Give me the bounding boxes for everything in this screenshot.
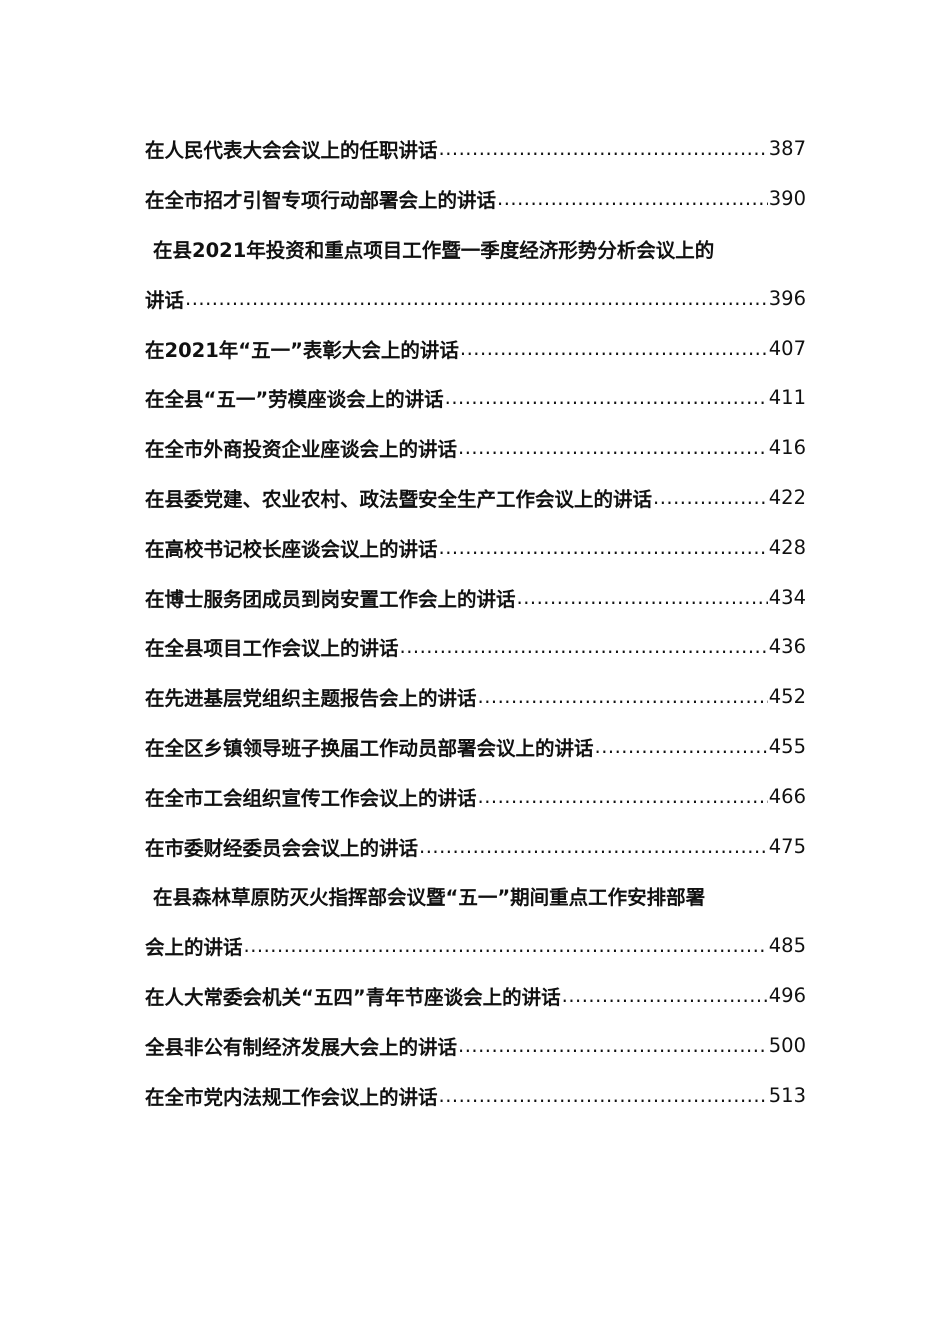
toc-page-number: 387 <box>768 137 806 161</box>
toc-line: 讲话 396 <box>145 273 806 323</box>
toc-entry[interactable]: 在全县“五一”劳模座谈会上的讲话 411 <box>145 373 806 423</box>
toc-title: 全县非公有制经济发展大会上的讲话 <box>145 1035 458 1059</box>
toc-title: 在全市党内法规工作会议上的讲话 <box>145 1085 438 1109</box>
toc-line: 在县2021年投资和重点项目工作暨一季度经济形势分析会议上的 <box>145 224 806 274</box>
toc-page-number: 513 <box>768 1083 806 1107</box>
toc-page-number: 390 <box>768 187 806 211</box>
toc-entry[interactable]: 在县委党建、农业农村、政法暨安全生产工作会议上的讲话 422 <box>145 473 806 523</box>
toc-entry[interactable]: 在人民代表大会会议上的任职讲话 387 <box>145 124 806 174</box>
toc-title: 在高校书记校长座谈会议上的讲话 <box>145 537 438 561</box>
toc-title: 讲话 <box>145 288 185 312</box>
dot-leader <box>244 934 768 957</box>
toc-page-number: 436 <box>768 635 806 659</box>
toc-entry[interactable]: 在全区乡镇领导班子换届工作动员部署会议上的讲话 455 <box>145 722 806 772</box>
toc-title: 在全县项目工作会议上的讲话 <box>145 637 399 661</box>
toc-line: 在高校书记校长座谈会议上的讲话 428 <box>145 522 806 572</box>
toc-page-number: 455 <box>768 734 806 758</box>
toc-title: 在2021年“五一”表彰大会上的讲话 <box>145 338 459 362</box>
toc-entry[interactable]: 全县非公有制经济发展大会上的讲话 500 <box>145 1020 806 1070</box>
toc-title: 会上的讲话 <box>145 936 243 960</box>
toc-entry[interactable]: 在全市党内法规工作会议上的讲话 513 <box>145 1070 806 1120</box>
toc-page-number: 411 <box>768 386 806 410</box>
toc-line: 在全市招才引智专项行动部署会上的讲话 390 <box>145 174 806 224</box>
toc-title: 在全市招才引智专项行动部署会上的讲话 <box>145 189 497 213</box>
toc-page-number: 428 <box>768 535 806 559</box>
toc-title: 在人民代表大会会议上的任职讲话 <box>145 139 438 163</box>
toc-page-number: 485 <box>768 934 806 958</box>
dot-leader <box>445 386 768 409</box>
toc-line: 在人大常委会机关“五四”青年节座谈会上的讲话 496 <box>145 971 806 1021</box>
toc-entry[interactable]: 在全县项目工作会议上的讲话 436 <box>145 622 806 672</box>
toc-entry[interactable]: 在市委财经委员会会议上的讲话 475 <box>145 821 806 871</box>
toc-entry[interactable]: 在2021年“五一”表彰大会上的讲话 407 <box>145 323 806 373</box>
toc-page-number: 466 <box>768 784 806 808</box>
toc-line: 在县委党建、农业农村、政法暨安全生产工作会议上的讲话 422 <box>145 473 806 523</box>
toc-line: 在全市工会组织宣传工作会议上的讲话 466 <box>145 771 806 821</box>
dot-leader <box>562 984 768 1007</box>
table-of-contents: 在人民代表大会会议上的任职讲话387在全市招才引智专项行动部署会上的讲话390在… <box>145 124 806 1120</box>
toc-title: 在县2021年投资和重点项目工作暨一季度经济形势分析会议上的 <box>153 238 715 262</box>
toc-title: 在市委财经委员会会议上的讲话 <box>145 836 419 860</box>
toc-page-number: 496 <box>768 983 806 1007</box>
toc-title: 在全市外商投资企业座谈会上的讲话 <box>145 438 458 462</box>
toc-title: 在先进基层党组织主题报告会上的讲话 <box>145 687 477 711</box>
toc-line: 在全市党内法规工作会议上的讲话 513 <box>145 1070 806 1120</box>
dot-leader <box>460 337 768 360</box>
dot-leader <box>653 486 768 509</box>
dot-leader <box>439 1084 768 1107</box>
toc-entry[interactable]: 在全市招才引智专项行动部署会上的讲话 390 <box>145 174 806 224</box>
toc-line: 在先进基层党组织主题报告会上的讲话 452 <box>145 672 806 722</box>
toc-title: 在全区乡镇领导班子换届工作动员部署会议上的讲话 <box>145 736 594 760</box>
toc-line: 会上的讲话 485 <box>145 921 806 971</box>
toc-line: 在博士服务团成员到岗安置工作会上的讲话 434 <box>145 572 806 622</box>
toc-entry[interactable]: 在人大常委会机关“五四”青年节座谈会上的讲话 496 <box>145 971 806 1021</box>
toc-line: 在2021年“五一”表彰大会上的讲话 407 <box>145 323 806 373</box>
toc-page-number: 396 <box>768 286 806 310</box>
toc-title: 在县森林草原防灭火指挥部会议暨“五一”期间重点工作安排部署 <box>153 886 706 910</box>
dot-leader <box>400 635 768 658</box>
toc-page-number: 475 <box>768 834 806 858</box>
toc-title: 在县委党建、农业农村、政法暨安全生产工作会议上的讲话 <box>145 487 653 511</box>
toc-entry[interactable]: 在博士服务团成员到岗安置工作会上的讲话 434 <box>145 572 806 622</box>
dot-leader <box>439 137 768 160</box>
toc-title: 在全市工会组织宣传工作会议上的讲话 <box>145 786 477 810</box>
toc-title: 在全县“五一”劳模座谈会上的讲话 <box>145 388 444 412</box>
toc-page-number: 452 <box>768 685 806 709</box>
toc-page-number: 434 <box>768 585 806 609</box>
toc-page-number: 500 <box>768 1033 806 1057</box>
toc-title: 在人大常委会机关“五四”青年节座谈会上的讲话 <box>145 985 561 1009</box>
toc-line: 在全县项目工作会议上的讲话 436 <box>145 622 806 672</box>
toc-line: 在市委财经委员会会议上的讲话 475 <box>145 821 806 871</box>
dot-leader <box>439 536 768 559</box>
toc-line: 在人民代表大会会议上的任职讲话 387 <box>145 124 806 174</box>
toc-line: 在全区乡镇领导班子换届工作动员部署会议上的讲话 455 <box>145 722 806 772</box>
toc-line: 在全县“五一”劳模座谈会上的讲话 411 <box>145 373 806 423</box>
dot-leader <box>478 785 768 808</box>
toc-page-number: 407 <box>768 336 806 360</box>
toc-title: 在博士服务团成员到岗安置工作会上的讲话 <box>145 587 516 611</box>
dot-leader <box>458 436 768 459</box>
toc-entry[interactable]: 在高校书记校长座谈会议上的讲话 428 <box>145 522 806 572</box>
toc-entry[interactable]: 在先进基层党组织主题报告会上的讲话 452 <box>145 672 806 722</box>
toc-page-number: 422 <box>768 485 806 509</box>
dot-leader <box>419 835 768 858</box>
toc-page-number: 416 <box>768 436 806 460</box>
dot-leader <box>458 1034 768 1057</box>
dot-leader <box>517 586 768 609</box>
toc-entry[interactable]: 在全市工会组织宣传工作会议上的讲话 466 <box>145 771 806 821</box>
toc-entry[interactable]: 在全市外商投资企业座谈会上的讲话 416 <box>145 423 806 473</box>
toc-line: 在全市外商投资企业座谈会上的讲话 416 <box>145 423 806 473</box>
toc-line: 全县非公有制经济发展大会上的讲话 500 <box>145 1020 806 1070</box>
dot-leader <box>185 287 768 310</box>
toc-line: 在县森林草原防灭火指挥部会议暨“五一”期间重点工作安排部署 <box>145 871 806 921</box>
dot-leader <box>595 735 768 758</box>
dot-leader <box>478 685 768 708</box>
dot-leader <box>497 187 768 210</box>
